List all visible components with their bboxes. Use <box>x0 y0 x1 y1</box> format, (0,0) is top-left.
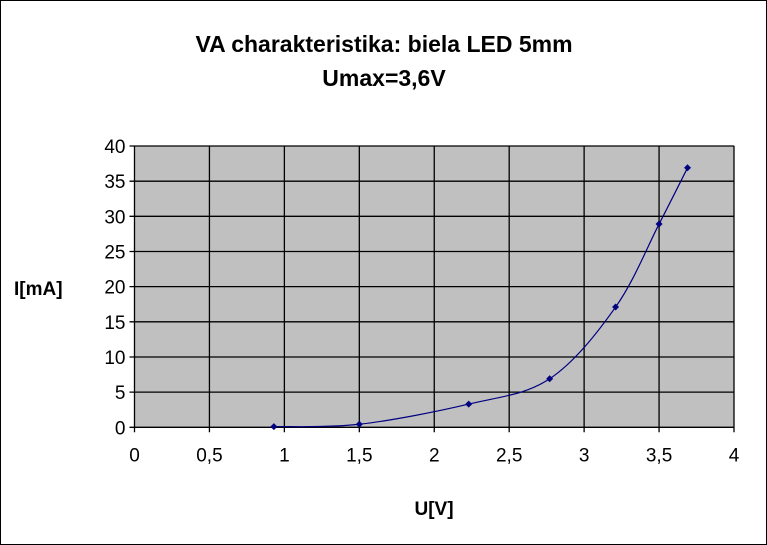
data-point <box>270 423 278 431</box>
data-point <box>612 303 620 311</box>
x-tick-label: 4 <box>729 445 740 466</box>
y-tick-label: 25 <box>104 242 125 263</box>
x-tick-label: 3,5 <box>646 445 672 466</box>
y-tick-label: 20 <box>104 278 125 299</box>
data-point <box>465 400 473 408</box>
data-point <box>355 420 363 428</box>
data-point <box>546 375 554 383</box>
x-tick-label: 2,5 <box>496 445 522 466</box>
x-tick-label: 1 <box>279 445 290 466</box>
x-tick-label: 3 <box>579 445 590 466</box>
y-tick-label: 30 <box>104 207 125 228</box>
data-point <box>655 220 663 228</box>
y-tick-label: 40 <box>104 137 125 158</box>
x-tick-label: 2 <box>429 445 440 466</box>
x-tick-label: 0 <box>129 445 140 466</box>
y-tick-label: 5 <box>115 383 126 404</box>
y-tick-label: 0 <box>115 418 126 439</box>
chart-title-line2: Umax=3,6V <box>322 65 446 91</box>
data-point <box>684 164 692 172</box>
chart-title-line1: VA charakteristika: biela LED 5mm <box>195 31 572 57</box>
y-tick-label: 35 <box>104 172 125 193</box>
x-tick-label: 1,5 <box>346 445 372 466</box>
x-tick-label: 0,5 <box>196 445 222 466</box>
y-axis-label: I[mA] <box>14 279 63 300</box>
y-tick-label: 15 <box>104 313 125 334</box>
y-tick-label: 10 <box>104 348 125 369</box>
x-axis-label: U[V] <box>414 499 453 520</box>
